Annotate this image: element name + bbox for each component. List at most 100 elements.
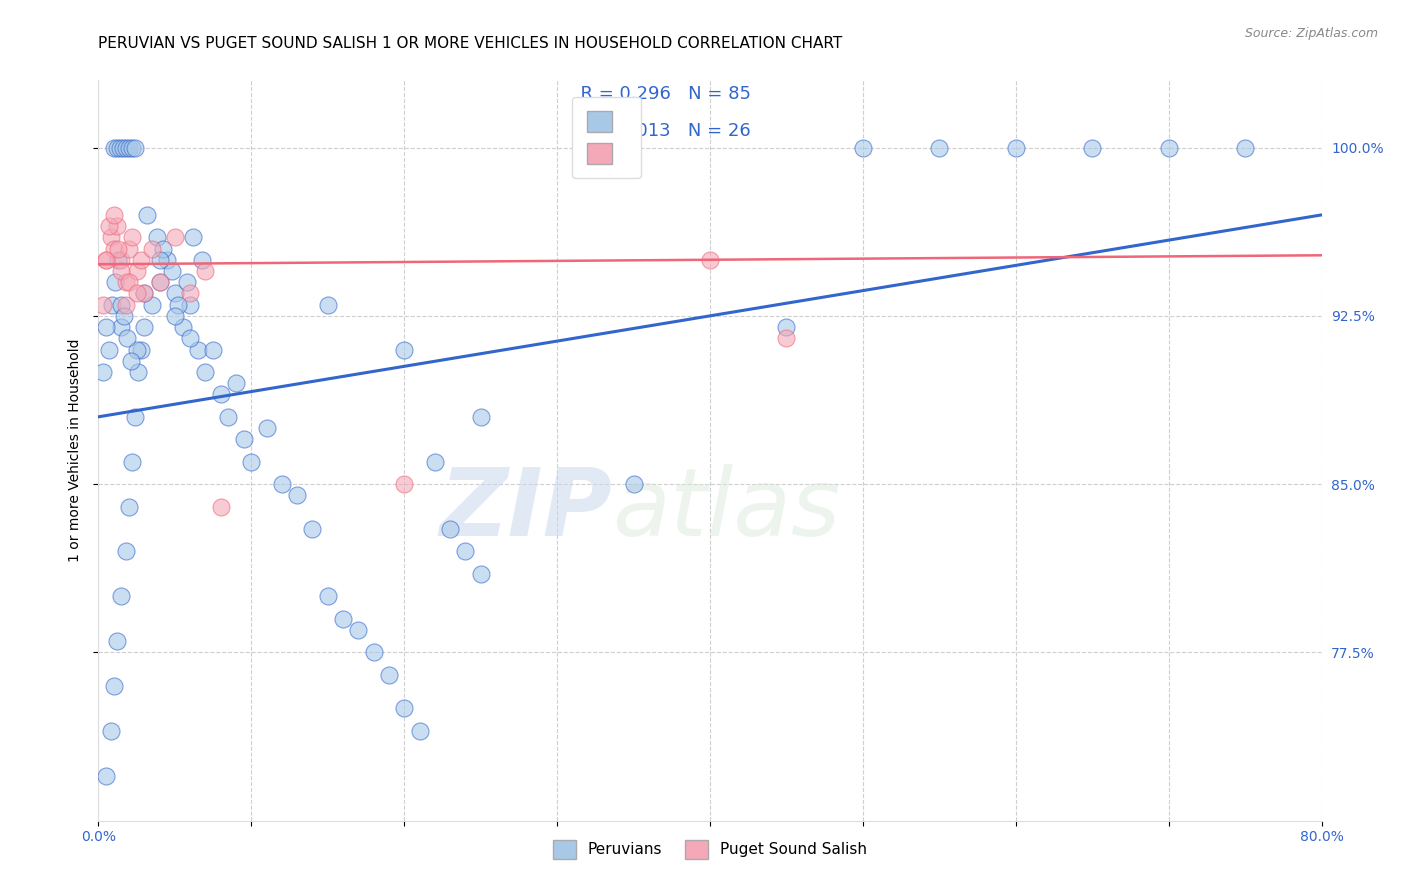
Point [98,343,121,357]
Point [134,320,156,334]
Point [179,331,201,345]
Point [194,365,217,379]
Point [1234,140,1257,154]
Point [181,230,204,244]
Point [163,230,186,244]
Point [378,668,401,682]
Point [194,264,217,278]
Point [408,723,430,738]
Point [454,544,477,558]
Point [270,477,294,491]
Point [187,343,209,357]
Point [103,140,125,154]
Point [124,409,146,424]
Text: PERUVIAN VS PUGET SOUND SALISH 1 OR MORE VEHICLES IN HOUSEHOLD CORRELATION CHART: PERUVIAN VS PUGET SOUND SALISH 1 OR MORE… [98,36,842,51]
Point [392,343,416,357]
Point [163,309,186,323]
Point [103,208,125,222]
Point [775,331,797,345]
Point [156,252,179,267]
Point [179,298,201,312]
Point [100,723,122,738]
Point [209,387,232,401]
Point [775,320,797,334]
Point [107,252,129,267]
Point [332,612,354,626]
Point [107,242,129,256]
Text: Source: ZipAtlas.com: Source: ZipAtlas.com [1244,27,1378,40]
Point [121,140,143,154]
Point [94,252,117,267]
Point [141,242,163,256]
Point [94,320,117,334]
Point [129,252,152,267]
Point [91,298,114,312]
Point [121,455,143,469]
Point [115,140,138,154]
Point [240,455,263,469]
Point [91,365,114,379]
Point [115,544,138,558]
Point [134,286,156,301]
Point [105,219,128,233]
Point [256,421,278,435]
Point [470,409,492,424]
Point [110,264,132,278]
Point [852,140,875,154]
Text: atlas: atlas [612,464,841,555]
Point [112,309,135,323]
Point [285,488,308,502]
Point [1004,140,1026,154]
Legend: Peruvians, Puget Sound Salish: Peruvians, Puget Sound Salish [547,834,873,865]
Point [439,522,461,536]
Text: ZIP: ZIP [439,464,612,556]
Point [111,140,134,154]
Point [163,286,186,301]
Point [149,275,172,289]
Text: R = 0.296   N = 85: R = 0.296 N = 85 [569,85,751,103]
Point [316,298,339,312]
Point [101,298,124,312]
Point [118,242,141,256]
Point [699,252,721,267]
Point [392,477,416,491]
Point [209,500,232,514]
Point [104,275,127,289]
Point [105,634,128,648]
Point [152,242,174,256]
Point [115,275,138,289]
Point [121,230,143,244]
Point [98,219,121,233]
Point [110,298,132,312]
Point [149,252,172,267]
Point [347,623,370,637]
Point [129,343,152,357]
Point [134,286,156,301]
Point [136,208,159,222]
Point [191,252,214,267]
Point [115,298,138,312]
Point [623,477,645,491]
Y-axis label: 1 or more Vehicles in Household: 1 or more Vehicles in Household [69,339,83,562]
Point [105,140,128,154]
Point [225,376,247,391]
Point [120,353,142,368]
Point [118,275,141,289]
Point [124,140,146,154]
Point [118,140,141,154]
Point [141,298,163,312]
Point [928,140,950,154]
Point [176,275,198,289]
Point [127,365,149,379]
Point [202,343,225,357]
Point [1372,252,1395,267]
Point [149,275,172,289]
Point [363,645,385,659]
Point [110,252,132,267]
Point [423,455,446,469]
Point [301,522,323,536]
Text: R = 0.013   N = 26: R = 0.013 N = 26 [569,122,751,140]
Point [1157,140,1180,154]
Point [179,286,201,301]
Point [94,769,117,783]
